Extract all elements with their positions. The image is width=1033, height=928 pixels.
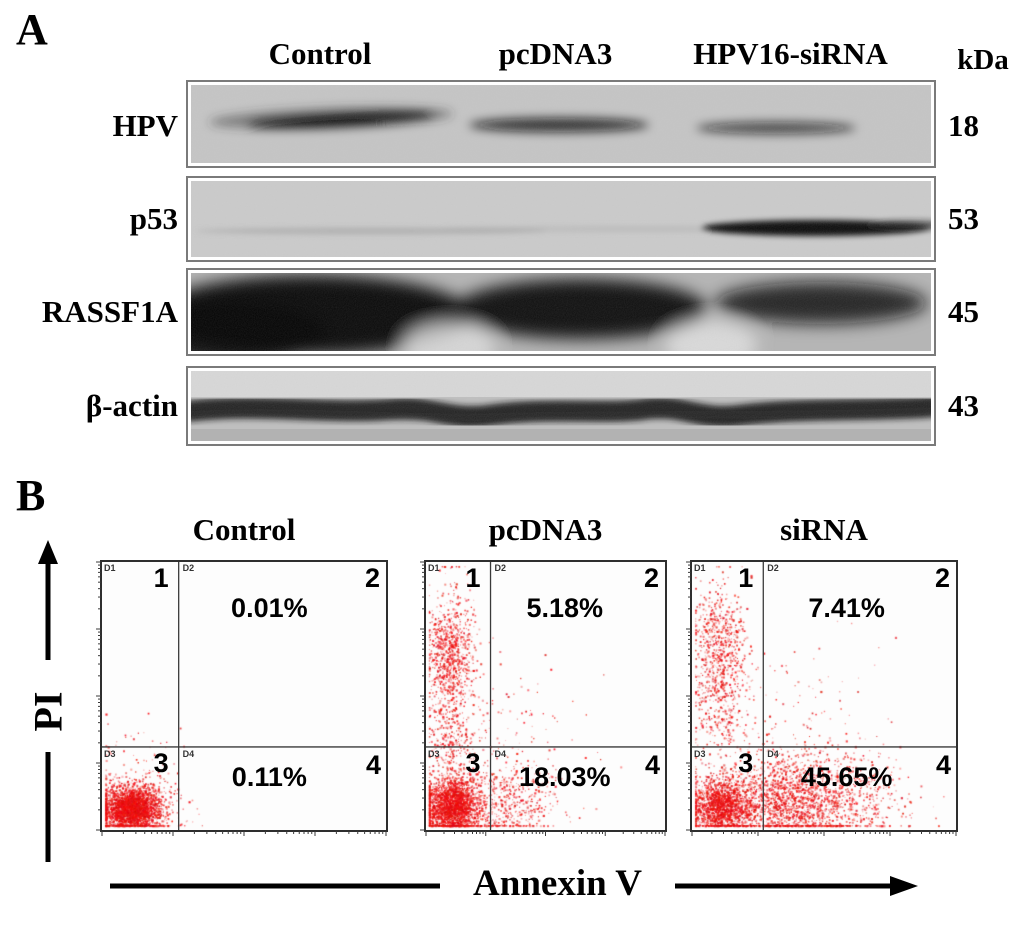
x-axis-arrow	[110, 876, 918, 896]
blot-beta-actin	[186, 366, 936, 446]
kda-unit-header: kDa	[957, 44, 1009, 76]
x-axis-label: Annexin V	[473, 863, 642, 904]
kda-value-beta-actin: 43	[948, 388, 979, 423]
plot-title-sirna: siRNA	[780, 512, 868, 547]
plot-title-control: Control	[192, 512, 296, 547]
y-axis: PI	[25, 540, 71, 862]
gate-label-d4: D4	[767, 748, 779, 759]
quadrant-2-percent: 7.41%	[808, 593, 885, 624]
quadrant-4-percent: 0.11%	[231, 762, 307, 792]
protein-label-p53: p53	[129, 201, 178, 236]
scatter-dots	[102, 562, 386, 830]
gate-label-d2: D2	[182, 563, 195, 573]
blot-rassf1a	[186, 268, 936, 356]
lane-header-control: Control	[268, 36, 372, 71]
quadrant-4-label: 4	[935, 749, 951, 780]
gate-label-d1: D1	[694, 563, 706, 573]
blot-p53-image	[191, 181, 931, 257]
flow-plot-pcdna3: D1 1 D2 5.18% 2 D3 3 D4 18.03% 4	[420, 560, 667, 836]
protein-label-rassf1a: RASSF1A	[41, 294, 178, 329]
quadrant-2-label: 2	[643, 563, 659, 593]
gate-label-d3: D3	[104, 748, 116, 759]
kda-value-p53: 53	[948, 201, 979, 236]
flow-plot-control: D1 1 D2 0.01% 2 D3 3 D4 0.11% 4	[96, 560, 388, 836]
blot-beta-actin-image	[191, 371, 931, 441]
gate-label-d3: D3	[694, 748, 706, 759]
gate-label-d1: D1	[104, 563, 116, 573]
quadrant-1-label: 1	[465, 563, 481, 593]
gate-label-d1: D1	[428, 563, 440, 573]
lane-header-hpv16-sirna: HPV16-siRNA	[693, 36, 888, 71]
lane-header-pcdna3: pcDNA3	[498, 36, 613, 71]
x-axis: Annexin V	[110, 863, 930, 906]
quadrant-4-percent: 45.65%	[800, 762, 893, 792]
kda-value-hpv: 18	[948, 108, 979, 143]
blot-hpv-image	[191, 85, 931, 163]
gate-label-d2: D2	[767, 563, 779, 573]
panel-a-label: A	[16, 5, 48, 54]
blot-p53	[186, 176, 936, 262]
gate-label-d4: D4	[494, 748, 507, 759]
scatter-dots	[692, 562, 956, 830]
y-axis-arrow	[38, 540, 58, 862]
quadrant-gates	[420, 561, 666, 836]
quadrant-3-label: 3	[738, 747, 754, 778]
protein-label-beta-actin: β-actin	[85, 388, 178, 423]
quadrant-1-label: 1	[738, 563, 754, 593]
panel-b-label: B	[16, 471, 46, 520]
plot-title-pcdna3: pcDNA3	[488, 512, 603, 547]
gate-label-d3: D3	[428, 748, 440, 759]
quadrant-4-label: 4	[365, 749, 381, 780]
gate-label-d4: D4	[182, 748, 195, 759]
protein-label-hpv: HPV	[112, 108, 178, 143]
kda-value-rassf1a: 45	[948, 294, 979, 329]
quadrant-4-label: 4	[644, 749, 660, 780]
quadrant-3-label: 3	[153, 747, 169, 778]
quadrant-gates	[96, 561, 387, 836]
quadrant-gates	[686, 561, 957, 836]
quadrant-2-percent: 5.18%	[526, 593, 604, 624]
y-axis-label: PI	[25, 691, 71, 732]
quadrant-2-percent: 0.01%	[231, 593, 308, 624]
blot-hpv	[186, 80, 936, 168]
quadrant-2-label: 2	[934, 563, 950, 593]
flow-plot-sirna: D1 1 D2 7.41% 2 D3 3 D4 45.65% 4	[686, 560, 958, 836]
quadrant-1-label: 1	[153, 563, 169, 593]
quadrant-4-percent: 18.03%	[518, 762, 611, 792]
blot-rassf1a-image	[191, 273, 931, 351]
quadrant-2-label: 2	[364, 563, 380, 593]
quadrant-3-label: 3	[465, 747, 481, 778]
scatter-dots	[426, 562, 665, 830]
gate-label-d2: D2	[494, 563, 507, 573]
